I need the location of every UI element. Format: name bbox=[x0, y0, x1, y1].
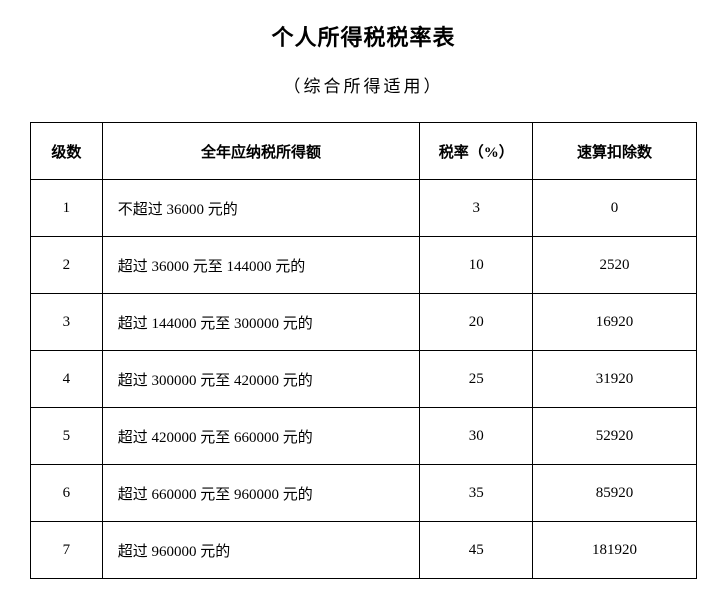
cell-income: 超过 960000 元的 bbox=[102, 522, 420, 579]
table-body: 1 不超过 36000 元的 3 0 2 超过 36000 元至 144000 … bbox=[31, 180, 697, 579]
page-title: 个人所得税税率表 bbox=[30, 20, 697, 52]
cell-rate: 20 bbox=[420, 294, 533, 351]
table-row: 4 超过 300000 元至 420000 元的 25 31920 bbox=[31, 351, 697, 408]
cell-rate: 25 bbox=[420, 351, 533, 408]
cell-level: 4 bbox=[31, 351, 103, 408]
header-income: 全年应纳税所得额 bbox=[102, 123, 420, 180]
cell-deduct: 0 bbox=[533, 180, 697, 237]
cell-deduct: 85920 bbox=[533, 465, 697, 522]
cell-income: 不超过 36000 元的 bbox=[102, 180, 420, 237]
cell-level: 2 bbox=[31, 237, 103, 294]
header-rate: 税率（%） bbox=[420, 123, 533, 180]
table-row: 5 超过 420000 元至 660000 元的 30 52920 bbox=[31, 408, 697, 465]
table-row: 3 超过 144000 元至 300000 元的 20 16920 bbox=[31, 294, 697, 351]
cell-level: 7 bbox=[31, 522, 103, 579]
table-row: 1 不超过 36000 元的 3 0 bbox=[31, 180, 697, 237]
page-subtitle: （综合所得适用） bbox=[30, 72, 697, 97]
cell-income: 超过 36000 元至 144000 元的 bbox=[102, 237, 420, 294]
cell-rate: 35 bbox=[420, 465, 533, 522]
header-level: 级数 bbox=[31, 123, 103, 180]
table-row: 6 超过 660000 元至 960000 元的 35 85920 bbox=[31, 465, 697, 522]
table-header-row: 级数 全年应纳税所得额 税率（%） 速算扣除数 bbox=[31, 123, 697, 180]
cell-rate: 3 bbox=[420, 180, 533, 237]
header-deduct: 速算扣除数 bbox=[533, 123, 697, 180]
cell-income: 超过 660000 元至 960000 元的 bbox=[102, 465, 420, 522]
cell-deduct: 2520 bbox=[533, 237, 697, 294]
cell-rate: 45 bbox=[420, 522, 533, 579]
cell-rate: 10 bbox=[420, 237, 533, 294]
table-row: 7 超过 960000 元的 45 181920 bbox=[31, 522, 697, 579]
cell-level: 5 bbox=[31, 408, 103, 465]
cell-level: 3 bbox=[31, 294, 103, 351]
cell-income: 超过 300000 元至 420000 元的 bbox=[102, 351, 420, 408]
cell-rate: 30 bbox=[420, 408, 533, 465]
cell-deduct: 16920 bbox=[533, 294, 697, 351]
cell-deduct: 31920 bbox=[533, 351, 697, 408]
cell-deduct: 52920 bbox=[533, 408, 697, 465]
cell-level: 6 bbox=[31, 465, 103, 522]
cell-income: 超过 144000 元至 300000 元的 bbox=[102, 294, 420, 351]
tax-rate-table: 级数 全年应纳税所得额 税率（%） 速算扣除数 1 不超过 36000 元的 3… bbox=[30, 122, 697, 579]
cell-income: 超过 420000 元至 660000 元的 bbox=[102, 408, 420, 465]
cell-deduct: 181920 bbox=[533, 522, 697, 579]
table-row: 2 超过 36000 元至 144000 元的 10 2520 bbox=[31, 237, 697, 294]
cell-level: 1 bbox=[31, 180, 103, 237]
